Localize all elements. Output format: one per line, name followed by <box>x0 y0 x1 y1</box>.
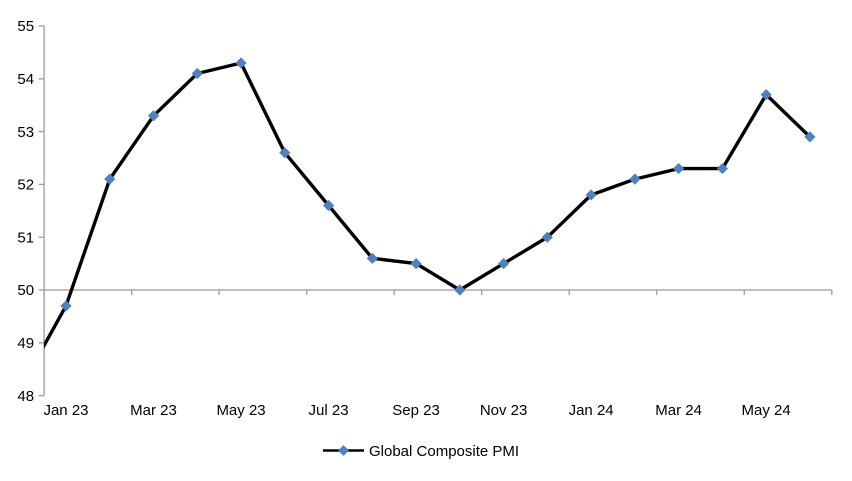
data-point-marker <box>410 258 422 270</box>
x-axis: Jan 23 Mar 23 May 23 Jul 23 Sep 23 Nov 23 Jan … <box>43 289 833 419</box>
data-point-marker <box>279 147 291 159</box>
data-point-marker <box>60 300 72 312</box>
data-point-marker <box>716 162 728 175</box>
x-axis-tick-label: Mar 24 <box>655 402 702 419</box>
data-point-marker <box>366 252 378 264</box>
data-point-marker <box>673 162 685 175</box>
x-axis-tick-label: Sep 23 <box>392 402 440 419</box>
x-axis-tick-label: Jan 23 <box>43 402 88 419</box>
data-point-marker <box>498 258 510 270</box>
data-point-marker <box>804 131 816 143</box>
series-line <box>44 61 812 349</box>
y-axis-tick-label: 55 <box>17 18 34 35</box>
data-point-marker <box>760 89 772 101</box>
data-point-marker <box>541 231 553 243</box>
y-axis: 48 49 50 51 52 53 54 55 <box>17 18 45 405</box>
y-axis-tick-label: 52 <box>17 177 34 194</box>
y-axis-tick-label: 54 <box>17 71 34 88</box>
x-axis-tick-label: Nov 23 <box>480 402 528 419</box>
y-axis-tick-label: 48 <box>17 388 34 405</box>
x-axis-tick-label: May 24 <box>742 402 791 419</box>
x-axis-tick-label: Jan 24 <box>569 402 614 419</box>
y-axis-tick-label: 49 <box>17 335 34 352</box>
data-point-marker <box>322 199 335 212</box>
legend-diamond-marker-icon <box>338 445 349 456</box>
y-axis-tick-label: 50 <box>17 282 34 299</box>
legend-label: Global Composite PMI <box>369 443 519 460</box>
data-point-marker <box>629 173 641 185</box>
x-axis-tick-label: Jul 23 <box>309 402 349 419</box>
x-axis-tick-label: May 23 <box>216 402 265 419</box>
legend: Global Composite PMI <box>323 443 519 460</box>
data-point-marker <box>235 57 247 69</box>
x-axis-tick-label: Mar 23 <box>130 402 177 419</box>
data-point-marker <box>191 67 203 80</box>
y-axis-tick-label: 51 <box>17 229 34 246</box>
y-axis-tick-label: 53 <box>17 124 34 141</box>
pmi-line-series <box>44 57 816 349</box>
data-point-marker <box>585 189 597 201</box>
data-point-marker <box>147 110 160 122</box>
data-point-marker <box>104 173 116 185</box>
data-point-marker <box>454 284 466 296</box>
